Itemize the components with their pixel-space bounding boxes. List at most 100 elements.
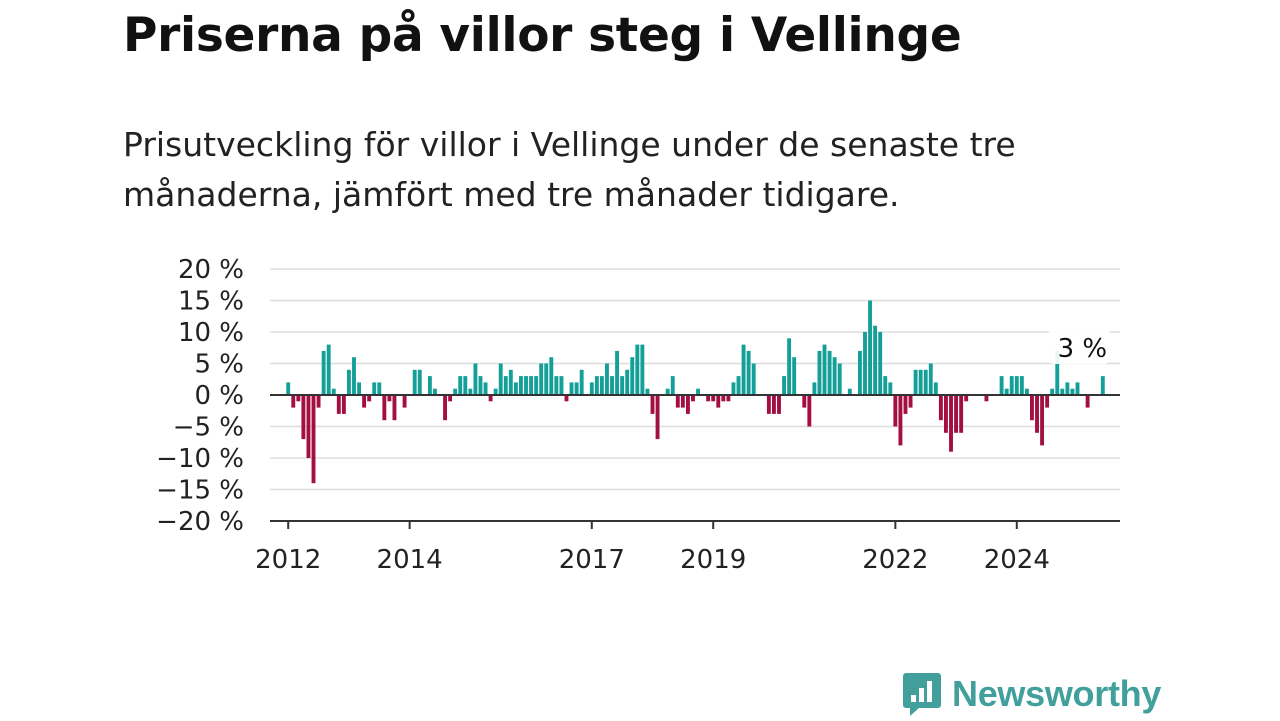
bar bbox=[579, 369, 584, 395]
bar bbox=[1055, 350, 1060, 395]
bar bbox=[387, 395, 392, 402]
bar bbox=[513, 382, 518, 395]
bar bbox=[918, 369, 923, 395]
bar bbox=[787, 338, 792, 395]
bar bbox=[933, 382, 938, 395]
bar bbox=[1075, 382, 1080, 395]
bar bbox=[427, 376, 432, 395]
y-tick-label: −10 % bbox=[156, 444, 244, 474]
bar bbox=[508, 369, 513, 395]
bar bbox=[594, 376, 599, 395]
bar bbox=[362, 395, 367, 408]
bar bbox=[503, 376, 508, 395]
bar bbox=[832, 357, 837, 395]
y-tick-label: 15 % bbox=[178, 287, 244, 317]
bar-chart: 20 %15 %10 %5 %0 %−5 %−10 %−15 %−20 % 201… bbox=[156, 255, 1120, 575]
bar bbox=[928, 363, 933, 395]
bar bbox=[655, 395, 660, 440]
x-tick-label: 2012 bbox=[255, 545, 321, 575]
bar bbox=[357, 382, 361, 395]
bar bbox=[336, 395, 341, 414]
bar-chart-speech-bubble-icon bbox=[902, 671, 942, 717]
bar bbox=[893, 395, 898, 427]
tick-labels: 20 %15 %10 %5 %0 %−5 %−10 %−15 %−20 % 201… bbox=[156, 255, 1111, 575]
bar bbox=[559, 376, 564, 395]
bar bbox=[913, 369, 918, 395]
bar bbox=[321, 350, 326, 395]
bar bbox=[301, 395, 306, 440]
bar bbox=[746, 350, 751, 395]
bar bbox=[326, 344, 331, 395]
bar bbox=[463, 376, 468, 395]
bar bbox=[771, 395, 776, 414]
x-tick-label: 2014 bbox=[377, 545, 443, 575]
bar bbox=[443, 395, 448, 421]
bar bbox=[488, 395, 493, 402]
annotation-background bbox=[1048, 328, 1111, 364]
bar bbox=[599, 376, 604, 395]
bar bbox=[964, 395, 969, 402]
bar bbox=[1014, 376, 1019, 395]
bar bbox=[1009, 376, 1014, 395]
bar bbox=[539, 363, 544, 395]
bar bbox=[1045, 395, 1050, 408]
bar bbox=[944, 395, 948, 433]
bar bbox=[731, 382, 736, 395]
bar bbox=[949, 395, 953, 452]
bar bbox=[736, 376, 741, 395]
bar bbox=[529, 376, 534, 395]
bar bbox=[372, 382, 377, 395]
y-tick-label: 10 % bbox=[178, 318, 244, 348]
bar bbox=[1024, 388, 1029, 395]
bar bbox=[605, 363, 609, 395]
bar bbox=[898, 395, 903, 446]
bar bbox=[1060, 388, 1065, 395]
x-tick-label: 2017 bbox=[559, 545, 625, 575]
y-tick-label: 20 % bbox=[178, 255, 244, 285]
bar bbox=[640, 344, 645, 395]
bar bbox=[847, 388, 852, 395]
bar bbox=[802, 395, 807, 408]
x-tick-label: 2019 bbox=[680, 545, 746, 575]
bar bbox=[367, 395, 372, 402]
y-tick-label: 0 % bbox=[194, 381, 244, 411]
chart-title: Priserna på villor steg i Vellinge bbox=[123, 8, 962, 63]
bar bbox=[857, 350, 862, 395]
x-tick-label: 2024 bbox=[984, 545, 1050, 575]
bar bbox=[908, 395, 913, 408]
bar bbox=[331, 388, 336, 395]
bar bbox=[468, 388, 473, 395]
bar bbox=[382, 395, 387, 421]
bar bbox=[716, 395, 721, 408]
bar bbox=[610, 376, 614, 395]
bar bbox=[341, 395, 346, 414]
bar bbox=[291, 395, 296, 408]
bar bbox=[589, 382, 594, 395]
bars bbox=[286, 300, 1105, 484]
bar bbox=[812, 382, 817, 395]
bar bbox=[827, 350, 832, 395]
bar bbox=[984, 395, 989, 402]
bar bbox=[868, 300, 873, 395]
bar bbox=[1030, 395, 1034, 421]
y-tick-label: −15 % bbox=[156, 476, 244, 506]
chart-subtitle: Prisutveckling för villor i Vellinge und… bbox=[123, 125, 1016, 214]
bar bbox=[741, 344, 746, 395]
bar bbox=[954, 395, 959, 433]
bar bbox=[574, 382, 579, 395]
bar bbox=[645, 388, 650, 395]
bar bbox=[316, 395, 321, 408]
bar bbox=[766, 395, 771, 414]
bar bbox=[706, 395, 711, 402]
bar bbox=[448, 395, 453, 402]
bar bbox=[620, 376, 625, 395]
bar bbox=[650, 395, 655, 414]
bar bbox=[959, 395, 964, 433]
bar bbox=[1004, 388, 1009, 395]
bar bbox=[569, 382, 574, 395]
bar bbox=[782, 376, 786, 395]
bar bbox=[478, 376, 483, 395]
bar bbox=[417, 369, 422, 395]
bar bbox=[554, 376, 559, 395]
bar bbox=[1070, 388, 1075, 395]
